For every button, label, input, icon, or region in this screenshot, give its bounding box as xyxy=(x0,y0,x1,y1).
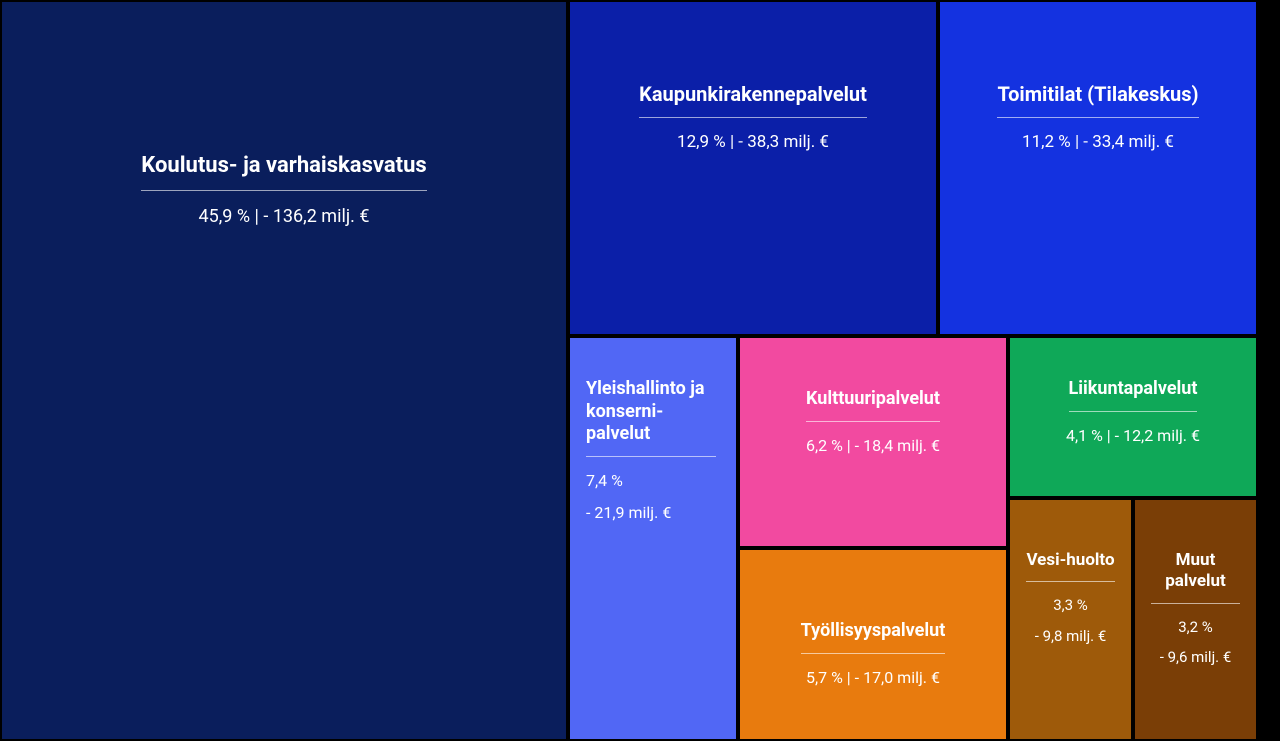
cell-title: Toimitilat (Tilakeskus) xyxy=(997,82,1198,118)
cell-title: Yleishallinto ja konserni-palvelut xyxy=(586,378,716,457)
cell-value: 3,2 % xyxy=(1178,616,1213,639)
cell-vesihuolto: Vesi-huolto 3,3 % - 9,8 milj. € xyxy=(1008,498,1133,741)
cell-title: Vesi-huolto xyxy=(1026,550,1114,582)
cell-muut: Muut palvelut 3,2 % - 9,6 milj. € xyxy=(1133,498,1258,741)
cell-value: 12,9 % | - 38,3 milj. € xyxy=(677,130,829,156)
cell-value-2: - 21,9 milj. € xyxy=(586,501,671,525)
cell-title: Koulutus- ja varhaiskasvatus xyxy=(141,152,426,191)
cell-tyollisyys: Työllisyyspalvelut 5,7 % | - 17,0 milj. … xyxy=(738,548,1008,741)
budget-treemap: Koulutus- ja varhaiskasvatus 45,9 % | - … xyxy=(0,0,1280,741)
cell-title: Kulttuuripalvelut xyxy=(806,388,940,422)
cell-yleishallinto: Yleishallinto ja konserni-palvelut 7,4 %… xyxy=(568,336,738,741)
cell-kaupunkirakenne: Kaupunkirakennepalvelut 12,9 % | - 38,3 … xyxy=(568,0,938,336)
cell-value: 4,1 % | - 12,2 milj. € xyxy=(1066,424,1200,448)
cell-value: 3,3 % xyxy=(1053,594,1088,617)
cell-value-2: - 9,8 milj. € xyxy=(1035,625,1107,648)
cell-title: Liikuntapalvelut xyxy=(1069,378,1198,412)
cell-value: 45,9 % | - 136,2 milj. € xyxy=(199,203,370,230)
cell-value: 5,7 % | - 17,0 milj. € xyxy=(806,666,940,690)
cell-value: 6,2 % | - 18,4 milj. € xyxy=(806,434,940,458)
cell-value: 11,2 % | - 33,4 milj. € xyxy=(1022,130,1174,156)
cell-title: Kaupunkirakennepalvelut xyxy=(639,82,867,118)
cell-koulutus: Koulutus- ja varhaiskasvatus 45,9 % | - … xyxy=(0,0,568,741)
cell-liikunta: Liikuntapalvelut 4,1 % | - 12,2 milj. € xyxy=(1008,336,1258,498)
cell-title: Työllisyyspalvelut xyxy=(801,620,946,654)
cell-title: Muut palvelut xyxy=(1151,550,1240,604)
cell-kulttuuri: Kulttuuripalvelut 6,2 % | - 18,4 milj. € xyxy=(738,336,1008,548)
cell-value: 7,4 % xyxy=(586,469,623,493)
cell-value-2: - 9,6 milj. € xyxy=(1160,646,1232,669)
cell-toimitilat: Toimitilat (Tilakeskus) 11,2 % | - 33,4 … xyxy=(938,0,1258,336)
